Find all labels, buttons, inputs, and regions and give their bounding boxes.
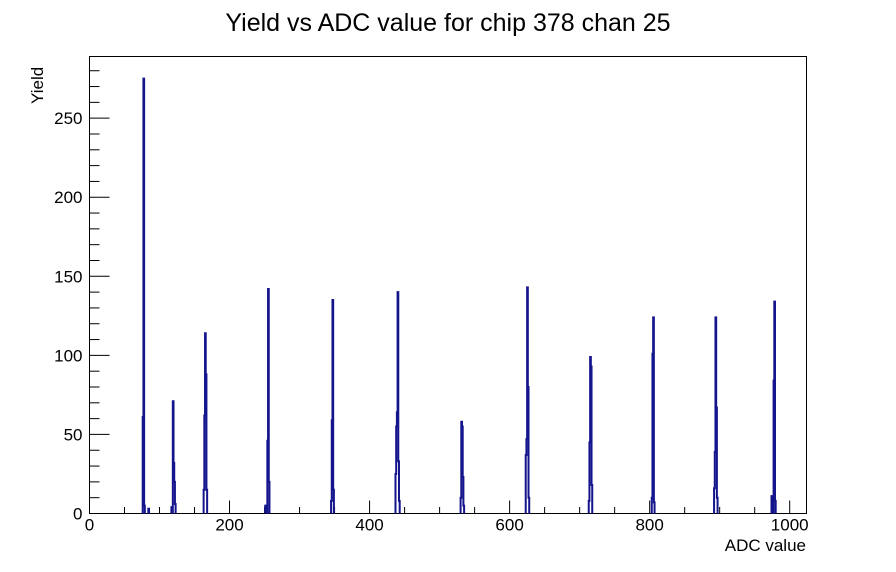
x-axis-tick-label: 800: [635, 516, 663, 535]
y-axis-tick-label: 50: [64, 425, 83, 444]
y-axis-tick-label: 200: [54, 188, 82, 207]
x-axis-tick-label: 1000: [771, 516, 809, 535]
x-axis-tick-label: 0: [85, 516, 94, 535]
x-axis-tick-label: 200: [215, 516, 243, 535]
plot-frame: [89, 56, 807, 514]
y-axis-tick-label: 250: [54, 109, 82, 128]
y-axis-tick-label: 0: [73, 505, 82, 524]
x-axis-tick-label: 600: [495, 516, 523, 535]
y-axis-title: Yield: [28, 66, 47, 104]
x-axis-title: ADC value: [724, 536, 806, 555]
y-axis-tick-label: 150: [54, 267, 82, 286]
chart-title: Yield vs ADC value for chip 378 chan 25: [225, 9, 671, 37]
y-axis-tick-label: 100: [54, 346, 82, 365]
x-axis-tick-label: 400: [355, 516, 383, 535]
histogram-line: [141, 77, 777, 514]
